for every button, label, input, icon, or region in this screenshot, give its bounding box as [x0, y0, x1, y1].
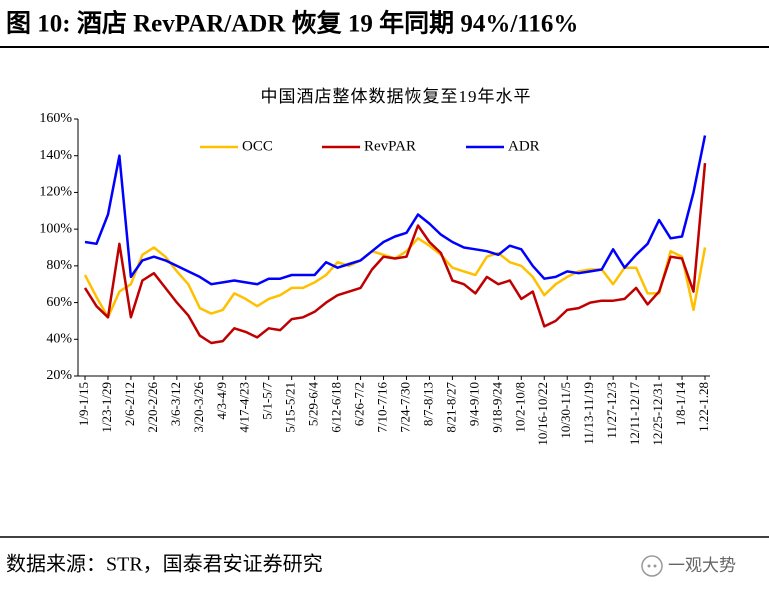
legend-label: ADR: [508, 138, 540, 154]
x-tick-label: 1/8-1/14: [673, 382, 688, 427]
x-tick-label: 11/13-11/19: [581, 382, 596, 445]
legend-label: RevPAR: [364, 138, 416, 154]
x-tick-label: 9/18-9/24: [489, 382, 504, 433]
y-tick-label: 60%: [46, 295, 72, 310]
series-line: [84, 135, 707, 286]
x-tick-label: 1/23-1/29: [99, 382, 114, 433]
y-tick-label: 160%: [39, 111, 72, 126]
x-tick-label: 8/21-8/27: [443, 382, 458, 433]
x-tick-label: 10/2-10/8: [512, 382, 527, 433]
plot: 20% 40% 60% 80% 100% 120% 140% 160% 1/9-1/15 1/23…: [39, 111, 711, 445]
chart-title: 中国酒店整体数据恢复至19年水平: [261, 87, 532, 106]
x-tick-label: 2/6-2/12: [122, 382, 137, 426]
x-tick-label: 1/9-1/15: [76, 382, 91, 426]
x-tick-label: 3/6-3/12: [168, 382, 183, 426]
watermark-icon: [641, 555, 663, 577]
x-tick-label: 10/30-11/5: [558, 382, 573, 439]
x-tick-label: 8/7-8/13: [420, 382, 435, 426]
x-tick-label: 11/27-12/3: [604, 382, 619, 439]
x-tick-label: 4/17-4/23: [237, 382, 252, 433]
y-tick-label: 20%: [46, 368, 72, 383]
y-tick-label: 120%: [39, 185, 72, 200]
x-tick-label: 5/15-5/21: [283, 382, 298, 433]
page-title: 图 10: 酒店 RevPAR/ADR 恢复 19 年同期 94%/116%: [6, 9, 578, 38]
x-tick-label: 6/12-6/18: [329, 382, 344, 433]
series-line: [83, 162, 707, 345]
x-tick-label: 3/20-3/26: [191, 382, 206, 433]
y-tick-label: 80%: [46, 258, 72, 273]
x-tick-label: 6/26-7/2: [352, 382, 367, 426]
x-tick-label: 5/29-6/4: [306, 382, 321, 427]
watermark: 一观大势: [668, 556, 736, 576]
x-tick-label: 12/11-12/17: [627, 382, 642, 446]
x-tick-label: 7/10-7/16: [375, 382, 390, 433]
x-tick-label: 12/25-12/31: [650, 382, 665, 446]
x-tick-label: 10/16-10/22: [535, 382, 550, 446]
x-tick-label: 7/24-7/30: [397, 382, 412, 433]
y-tick-label: 140%: [39, 148, 72, 163]
x-tick-label: 4/3-4/9: [214, 382, 229, 420]
source: 数据来源：STR，国泰君安证券研究: [6, 553, 323, 576]
x-tick-label: 1.22-1.28: [696, 382, 711, 432]
x-tick-label: 5/1-5/7: [260, 382, 275, 420]
y-tick-label: 40%: [46, 332, 72, 347]
x-tick-label: 2/20-2/26: [145, 382, 160, 433]
legend-label: OCC: [242, 138, 273, 154]
y-tick-label: 100%: [39, 221, 72, 236]
x-tick-label: 9/4-9/10: [466, 382, 481, 426]
